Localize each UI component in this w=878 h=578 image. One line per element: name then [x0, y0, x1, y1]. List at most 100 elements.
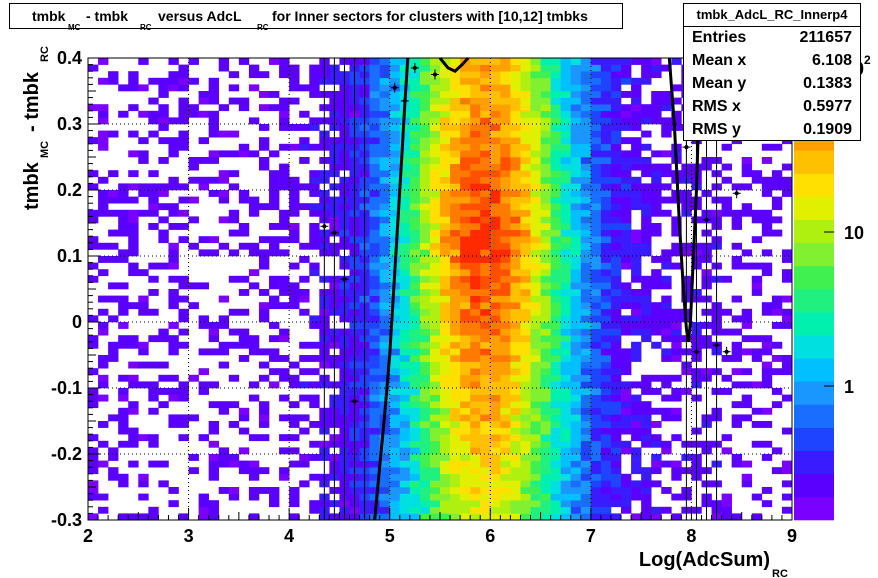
heatmap-cell: [470, 308, 481, 316]
heatmap-cell: [409, 77, 421, 85]
heatmap-cell: [419, 216, 431, 224]
heatmap-cell: [158, 460, 169, 468]
heatmap-cell: [600, 157, 612, 164]
heatmap-cell: [369, 467, 380, 475]
heatmap-cell: [409, 381, 421, 389]
heatmap-cell: [540, 262, 551, 270]
heatmap-cell: [248, 84, 260, 92]
profile-point-marker: [704, 217, 709, 222]
heatmap-cell: [379, 58, 391, 65]
heatmap-cell: [761, 157, 773, 164]
heatmap-cell: [409, 97, 421, 105]
heatmap-cell: [228, 454, 240, 461]
heatmap-cell: [510, 322, 521, 329]
heatmap-cell: [661, 64, 672, 72]
heatmap-cell: [500, 480, 511, 488]
heatmap-cell: [600, 282, 612, 290]
heatmap-cell: [108, 467, 119, 475]
heatmap-cell: [641, 275, 652, 283]
heatmap-cell: [661, 414, 672, 422]
heatmap-cell: [570, 335, 582, 343]
heatmap-cell: [470, 157, 481, 164]
heatmap-cell: [470, 104, 481, 112]
heatmap-cell: [178, 341, 189, 349]
heatmap-cell: [440, 355, 451, 362]
heatmap-cell: [540, 493, 551, 501]
heatmap-cell: [460, 262, 471, 270]
heatmap-cell: [480, 163, 491, 171]
heatmap-cell: [399, 190, 411, 197]
heatmap-cell: [389, 58, 401, 65]
heatmap-cell: [158, 216, 169, 224]
heatmap-cell: [610, 473, 622, 481]
heatmap-cell: [510, 414, 521, 422]
heatmap-cell: [419, 209, 431, 217]
heatmap-cell: [530, 328, 541, 336]
heatmap-cell: [500, 130, 511, 138]
heatmap-cell: [661, 506, 672, 514]
heatmap-cell: [480, 500, 491, 508]
heatmap-cell: [731, 183, 743, 191]
heatmap-cell: [399, 223, 411, 230]
heatmap-cell: [118, 480, 129, 488]
heatmap-cell: [389, 91, 401, 98]
heatmap-cell: [440, 97, 451, 105]
heatmap-cell: [490, 467, 501, 475]
heatmap-cell: [530, 421, 541, 428]
heatmap-cell: [450, 117, 461, 125]
heatmap-cell: [238, 467, 250, 475]
heatmap-cell: [399, 454, 411, 461]
heatmap-cell: [238, 229, 250, 237]
heatmap-cell: [88, 209, 99, 217]
heatmap-cell: [419, 335, 431, 343]
heatmap-cell: [399, 427, 411, 435]
heatmap-cell: [590, 341, 602, 349]
heatmap-cell: [369, 209, 380, 217]
heatmap-cell: [631, 407, 642, 415]
heatmap-cell: [631, 341, 642, 349]
heatmap-cell: [419, 295, 431, 303]
heatmap-cell: [248, 460, 260, 468]
heatmap-cell: [429, 421, 441, 428]
heatmap-cell: [621, 368, 632, 376]
heatmap-cell: [490, 282, 501, 290]
heatmap-cell: [258, 143, 270, 151]
heatmap-cell: [470, 421, 481, 428]
heatmap-cell: [148, 77, 159, 85]
heatmap-cell: [108, 130, 119, 138]
histogram-name: tmbk_AdcL_RC_Innerp4: [684, 4, 860, 27]
heatmap-cell: [88, 394, 99, 402]
heatmap-cell: [188, 454, 199, 461]
heatmap-cell: [289, 203, 300, 211]
heatmap-cell: [661, 97, 672, 105]
heatmap-cell: [208, 513, 220, 521]
heatmap-cell: [450, 150, 461, 158]
heatmap-cell: [731, 421, 743, 428]
heatmap-cell: [621, 117, 632, 125]
heatmap-cell: [600, 163, 612, 171]
heatmap-cell: [158, 361, 169, 369]
heatmap-cell: [510, 150, 521, 158]
heatmap-cell: [480, 190, 491, 197]
heatmap-cell: [490, 84, 501, 92]
heatmap-cell: [560, 196, 572, 204]
heatmap-cell: [289, 262, 300, 270]
heatmap-cell: [258, 407, 270, 415]
heatmap-cell: [731, 262, 743, 270]
heatmap-cell: [631, 414, 642, 422]
heatmap-cell: [761, 143, 773, 151]
stats-value: 6.108: [811, 52, 852, 69]
heatmap-cell: [228, 308, 240, 316]
heatmap-cell: [369, 223, 380, 230]
heatmap-cell: [440, 467, 451, 475]
heatmap-cell: [218, 401, 230, 409]
heatmap-cell: [470, 163, 481, 171]
heatmap-cell: [671, 355, 682, 362]
heatmap-cell: [138, 361, 149, 369]
heatmap-cell: [399, 289, 411, 296]
heatmap-cell: [580, 242, 592, 250]
heatmap-cell: [590, 249, 602, 257]
heatmap-cell: [409, 447, 421, 455]
heatmap-cell: [128, 460, 139, 468]
heatmap-cell: [389, 130, 401, 138]
